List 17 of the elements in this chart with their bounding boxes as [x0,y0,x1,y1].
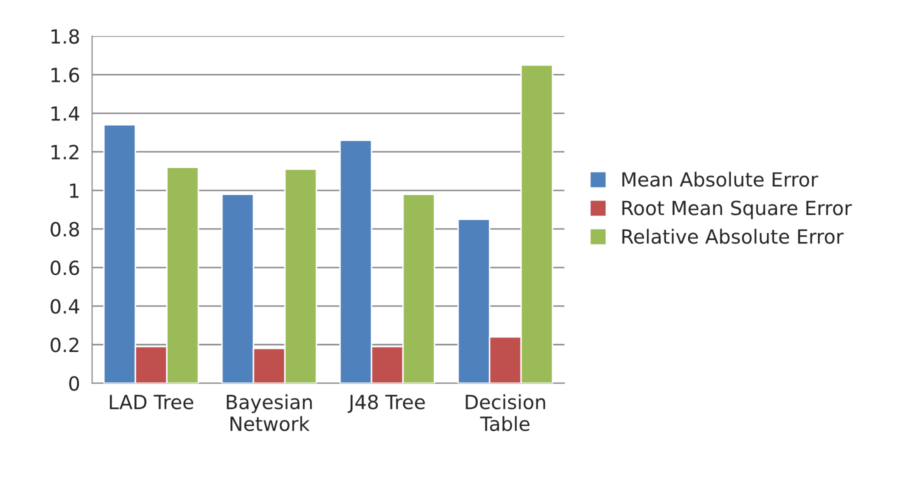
x-tick-label: Decision Table [466,394,546,432]
y-tick-label: 1.4 [52,106,80,121]
x-tick-label: J48 Tree [348,394,425,413]
x-tick-label: Bayesian Network [226,394,312,432]
legend-label: Mean Absolute Error [622,172,818,187]
y-tick-label: 0.4 [50,299,80,314]
y-tick-label: 1.8 [52,29,79,44]
y-tick-label: 1.6 [52,68,80,82]
y-tick-label: 0.8 [50,222,79,237]
y-tick-label: 0 [69,376,80,391]
y-tick-label: 0.6 [50,260,80,276]
x-tick-label: LAD Tree [110,394,194,410]
legend-label: Relative Absolute Error [622,228,844,244]
y-tick-label: 1.2 [52,144,78,160]
y-tick-label: 0.2 [50,338,78,352]
legend-label: Root Mean Square Error [622,200,852,220]
y-tick-label: 1 [70,184,79,198]
